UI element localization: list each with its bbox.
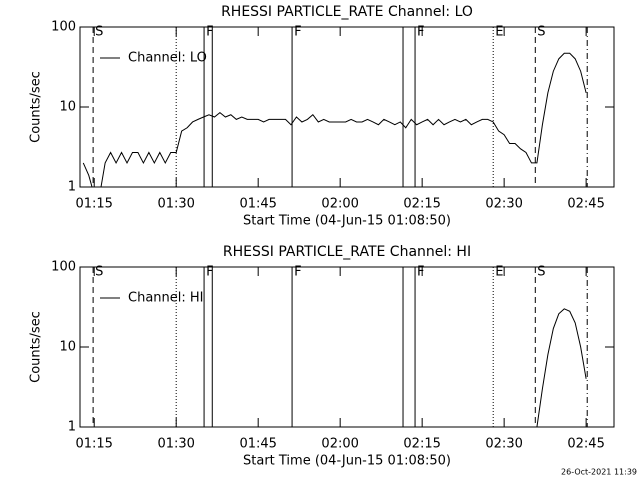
x-tick-label: 01:15 [75,437,112,452]
panel-title: RHESSI PARTICLE_RATE Channel: HI [223,244,471,260]
event-label: S [537,265,545,280]
x-tick-label: 02:15 [403,197,440,212]
x-tick-label: 02:30 [485,437,522,452]
y-tick-label: 100 [51,260,76,275]
event-label: F [417,265,424,280]
event-label: F [294,265,301,280]
series-line [536,308,587,427]
event-label: S [95,25,103,40]
y-tick-label: 10 [59,100,76,115]
x-tick-label: 02:00 [321,197,358,212]
panel: RHESSI PARTICLE_RATE Channel: LO Start Ti… [29,4,615,229]
event-label: F [206,25,213,40]
event-label: F [206,265,213,280]
x-tick-label: 01:45 [239,437,276,452]
event-label: S [537,25,545,40]
event-label: E [495,25,503,40]
x-tick-label: 01:45 [239,197,276,212]
event-label: E [495,265,503,280]
x-axis-label: Start Time (04-Jun-15 01:08:50) [243,214,451,229]
x-tick-label: 02:45 [567,197,604,212]
legend-label: Channel: LO [128,51,207,66]
y-tick-label: 1 [68,420,76,435]
legend-label: Channel: HI [128,291,204,306]
x-tick-label: 02:15 [403,437,440,452]
timestamp: 26-Oct-2021 11:39 [561,468,637,477]
series-line [82,52,587,187]
panel-title: RHESSI PARTICLE_RATE Channel: LO [221,4,473,20]
x-tick-label: 02:00 [321,437,358,452]
x-tick-label: 01:15 [75,197,112,212]
y-tick-label: 100 [51,20,76,35]
event-label: F [417,25,424,40]
x-axis-label: Start Time (04-Jun-15 01:08:50) [243,454,451,469]
y-axis-label: Counts/sec [29,311,44,383]
y-axis-label: Counts/sec [29,71,44,143]
x-tick-label: 01:30 [157,197,194,212]
y-tick-label: 10 [59,340,76,355]
y-tick-label: 1 [68,180,76,195]
x-tick-label: 02:30 [485,197,522,212]
x-tick-label: 01:30 [157,437,194,452]
panel: RHESSI PARTICLE_RATE Channel: HI Start Ti… [29,244,615,469]
x-tick-label: 02:45 [567,437,604,452]
event-label: F [294,25,301,40]
event-label: S [95,265,103,280]
